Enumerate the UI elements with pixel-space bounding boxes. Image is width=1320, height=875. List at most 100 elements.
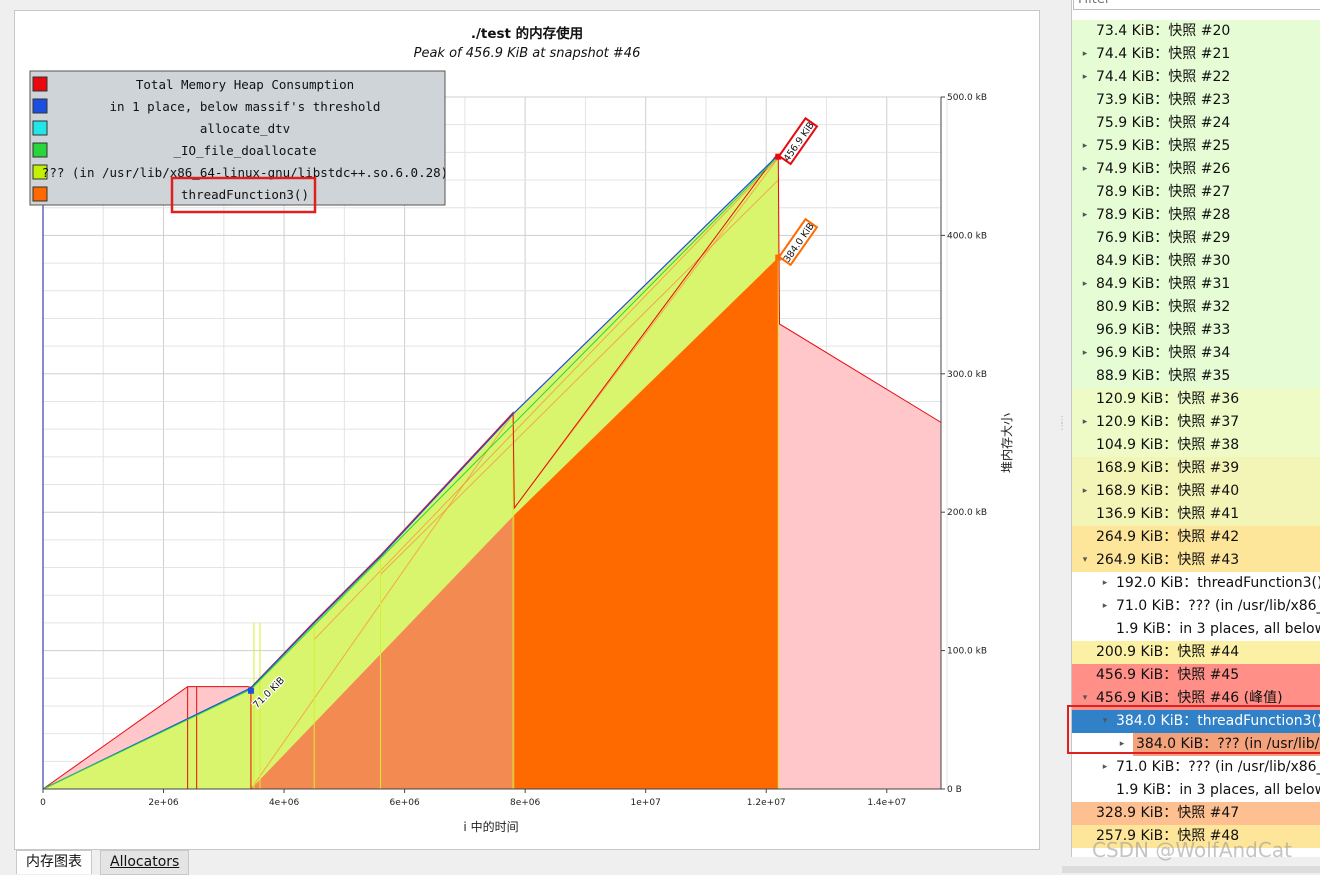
expand-arrow-icon[interactable]: ▸ <box>1082 141 1088 151</box>
tree-row-snapshot[interactable]: 168.9 KiB：快照 #39 <box>1072 457 1320 480</box>
tree-row-snapshot[interactable]: ▸ 74.4 KiB：快照 #22 <box>1072 66 1320 89</box>
tree-row-snapshot[interactable]: 200.9 KiB：快照 #44 <box>1072 641 1320 664</box>
tree-row-label: 96.9 KiB：快照 #33 <box>1096 322 1231 338</box>
tab-memory-chart[interactable]: 内存图表 <box>16 850 92 874</box>
tree-row-label: 73.4 KiB：快照 #20 <box>1096 23 1231 39</box>
tree-row-snapshot[interactable]: ▸ 96.9 KiB：快照 #34 <box>1072 342 1320 365</box>
legend-item-label: allocate_dtv <box>200 121 290 136</box>
tree-row-snapshot[interactable]: 1.9 KiB：in 3 places, all below <box>1072 779 1320 802</box>
tree-row-snapshot[interactable]: 73.9 KiB：快照 #23 <box>1072 89 1320 112</box>
tree-row-label: 456.9 KiB：快照 #46 (峰值) <box>1096 690 1283 706</box>
tree-row-snapshot[interactable]: 80.9 KiB：快照 #32 <box>1072 296 1320 319</box>
tree-row-snapshot[interactable]: 84.9 KiB：快照 #30 <box>1072 250 1320 273</box>
tree-row-snapshot[interactable]: ▸ 168.9 KiB：快照 #40 <box>1072 480 1320 503</box>
x-tick-label: 0 <box>40 798 46 808</box>
tree-row-label: 168.9 KiB：快照 #39 <box>1096 460 1240 476</box>
tree-row-label: 80.9 KiB：快照 #32 <box>1096 299 1231 315</box>
x-tick-label: 6e+06 <box>389 798 420 808</box>
area-threadfunction3 <box>514 257 779 789</box>
filter-input[interactable] <box>1073 0 1320 10</box>
expand-arrow-icon[interactable]: ▸ <box>1082 486 1088 496</box>
tree-row-label: 78.9 KiB：快照 #27 <box>1096 184 1231 200</box>
tree-row-snapshot[interactable]: ▸ 84.9 KiB：快照 #31 <box>1072 273 1320 296</box>
tree-row-snapshot[interactable]: ▾ 456.9 KiB：快照 #46 (峰值) <box>1072 687 1320 710</box>
expand-arrow-icon[interactable]: ▸ <box>1082 417 1088 427</box>
expand-arrow-icon[interactable]: ▸ <box>1119 739 1125 749</box>
tree-row-snapshot[interactable]: 88.9 KiB：快照 #35 <box>1072 365 1320 388</box>
expand-arrow-icon[interactable]: ▸ <box>1082 72 1088 82</box>
tree-row-label: 76.9 KiB：快照 #29 <box>1096 230 1231 246</box>
expand-arrow-icon[interactable]: ▸ <box>1082 164 1088 174</box>
tree-row-snapshot[interactable]: 456.9 KiB：快照 #45 <box>1072 664 1320 687</box>
tree-row-snapshot[interactable]: ▸ 74.4 KiB：快照 #21 <box>1072 43 1320 66</box>
tab-allocators[interactable]: Allocators <box>100 850 190 875</box>
tree-row-snapshot[interactable]: ▸ 384.0 KiB：??? (in /usr/lib/x86_64 <box>1120 733 1320 756</box>
tree-row-snapshot[interactable]: 78.9 KiB：快照 #27 <box>1072 181 1320 204</box>
expand-arrow-icon[interactable]: ▸ <box>1102 601 1108 611</box>
tree-row-label: 74.9 KiB：快照 #26 <box>1096 161 1231 177</box>
expand-arrow-icon[interactable]: ▸ <box>1082 348 1088 358</box>
legend-swatch <box>32 98 48 114</box>
tree-row-snapshot[interactable]: ▸ 78.9 KiB：快照 #28 <box>1072 204 1320 227</box>
tree-row-label: 456.9 KiB：快照 #45 <box>1096 667 1240 683</box>
collapse-arrow-icon[interactable]: ▾ <box>1082 693 1088 703</box>
tree-row-label: 200.9 KiB：快照 #44 <box>1096 644 1240 660</box>
tree-row-snapshot[interactable]: 73.4 KiB：快照 #20 <box>1072 20 1320 43</box>
tree-row-snapshot[interactable]: ▸ 71.0 KiB：??? (in /usr/lib/x86_64 <box>1072 756 1320 779</box>
area-threadfunction3-early <box>250 514 515 789</box>
tree-row-snapshot[interactable]: ▸ 192.0 KiB：threadFunction3() <box>1072 572 1320 595</box>
tree-row-snapshot[interactable]: ▸ 120.9 KiB：快照 #37 <box>1072 411 1320 434</box>
expand-arrow-icon[interactable]: ▸ <box>1102 578 1108 588</box>
highlight-box-tree <box>1067 705 1320 754</box>
tree-row-label: 104.9 KiB：快照 #38 <box>1096 437 1240 453</box>
memory-chart-panel: 0 2e+06 4e+06 6e+06 8e+06 1e+07 1.2e+07 1.4e+07… <box>14 10 1040 850</box>
tree-row-snapshot[interactable]: 328.9 KiB：快照 #47 <box>1072 802 1320 825</box>
x-tick-label: 1.4e+07 <box>867 798 906 808</box>
marker-384k <box>775 254 782 261</box>
tree-row-snapshot[interactable]: 257.9 KiB：快照 #48 <box>1072 825 1320 848</box>
y-tick-label: 200.0 kB <box>947 508 987 518</box>
tree-row-label: 74.4 KiB：快照 #22 <box>1096 69 1231 85</box>
tree-row-label: 78.9 KiB：快照 #28 <box>1096 207 1231 223</box>
chart-title: ./test 的内存使用 <box>471 25 583 42</box>
tree-row-snapshot[interactable]: ▸ 74.9 KiB：快照 #26 <box>1072 158 1320 181</box>
tree-row-snapshot[interactable]: ▸ 71.0 KiB：??? (in /usr/lib/x86_64 <box>1072 595 1320 618</box>
tree-row-snapshot[interactable]: 136.9 KiB：快照 #41 <box>1072 503 1320 526</box>
tree-row-label: 168.9 KiB：快照 #40 <box>1096 483 1240 499</box>
snapshot-tree: 73.4 KiB：快照 #20 ▸ 74.4 KiB：快照 #21 ▸ 74.4 KiB… <box>1071 0 1320 857</box>
peak-label-384k-box <box>777 217 819 267</box>
tree-row-snapshot[interactable]: 75.9 KiB：快照 #24 <box>1072 112 1320 135</box>
tree-row-snapshot[interactable]: ▾ 264.9 KiB：快照 #43 <box>1072 549 1320 572</box>
expand-arrow-icon[interactable]: ▸ <box>1082 210 1088 220</box>
peak-label-384k: 384.0 KiB <box>777 217 819 267</box>
x-axis-label: i 中的时间 <box>463 819 518 834</box>
tree-row-label: 71.0 KiB：??? (in /usr/lib/x86_64 <box>1116 759 1320 775</box>
legend-swatch <box>32 76 48 92</box>
status-bar <box>1062 866 1320 873</box>
tree-row-label: 88.9 KiB：快照 #35 <box>1096 368 1231 384</box>
tree-row-label: 84.9 KiB：快照 #30 <box>1096 253 1231 269</box>
tree-row-snapshot[interactable]: 76.9 KiB：快照 #29 <box>1072 227 1320 250</box>
expand-arrow-icon[interactable]: ▸ <box>1102 762 1108 772</box>
tree-row-snapshot[interactable]: 264.9 KiB：快照 #42 <box>1072 526 1320 549</box>
tree-row-label: 75.9 KiB：快照 #25 <box>1096 138 1231 154</box>
x-tick-label: 2e+06 <box>148 798 179 808</box>
legend-swatch <box>32 120 48 136</box>
tree-row-snapshot[interactable]: 120.9 KiB：快照 #36 <box>1072 388 1320 411</box>
expand-arrow-icon[interactable]: ▸ <box>1082 279 1088 289</box>
legend-item-label: threadFunction3() <box>181 187 309 202</box>
splitter-handle[interactable]: ⋮ ⋮ <box>1057 415 1067 432</box>
tree-row-snapshot[interactable]: 1.9 KiB：in 3 places, all below <box>1072 618 1320 641</box>
collapse-arrow-icon[interactable]: ▾ <box>1082 555 1088 565</box>
tree-row-snapshot[interactable]: ▸ 75.9 KiB：快照 #25 <box>1072 135 1320 158</box>
tree-row-snapshot[interactable]: 104.9 KiB：快照 #38 <box>1072 434 1320 457</box>
marker-peak <box>775 153 782 160</box>
legend-box <box>29 70 446 206</box>
tree-row-snapshot[interactable]: 96.9 KiB：快照 #33 <box>1072 319 1320 342</box>
collapse-arrow-icon[interactable]: ▾ <box>1102 716 1108 726</box>
expand-arrow-icon[interactable]: ▸ <box>1082 49 1088 59</box>
tree-row-snapshot[interactable]: ▾ 384.0 KiB：threadFunction3() <box>1072 710 1320 733</box>
legend-item-label: Total Memory Heap Consumption <box>136 77 354 92</box>
tree-row-label: 136.9 KiB：快照 #41 <box>1096 506 1240 522</box>
tree-row-label: 120.9 KiB：快照 #36 <box>1096 391 1240 407</box>
